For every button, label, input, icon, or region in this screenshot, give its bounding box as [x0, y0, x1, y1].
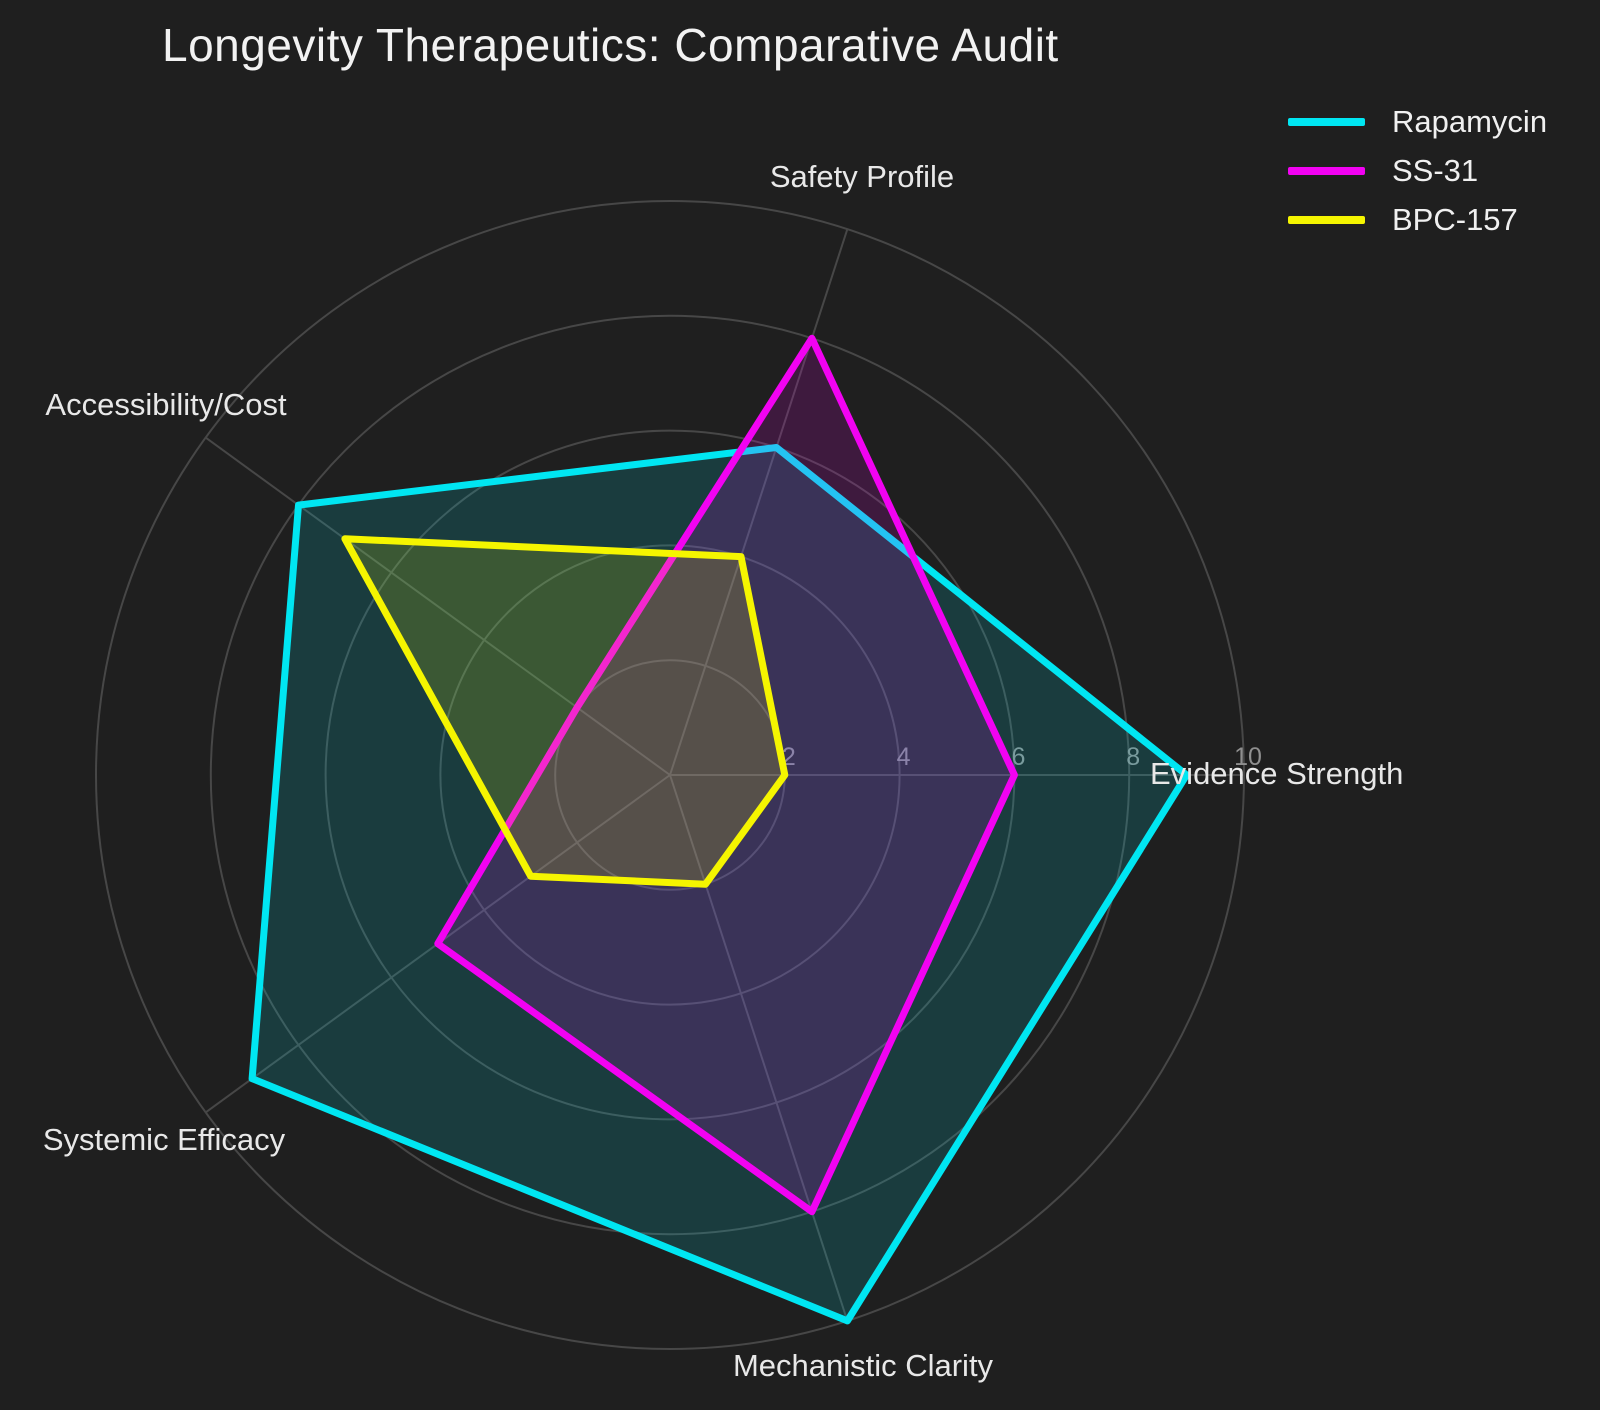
legend-swatch-bpc157: [1288, 215, 1365, 224]
svg-text:4: 4: [897, 743, 911, 771]
axis-label-evidence-strength: Evidence Strength: [1150, 756, 1403, 791]
legend-label-bpc157: BPC-157: [1392, 201, 1518, 237]
svg-text:8: 8: [1126, 743, 1140, 771]
legend-item-rapamycin[interactable]: Rapamycin: [1288, 104, 1547, 139]
axis-label-safety-profile: Safety Profile: [770, 159, 954, 194]
legend-item-bpc157[interactable]: BPC-157: [1288, 202, 1547, 237]
chart-title: Longevity Therapeutics: Comparative Audi…: [162, 19, 1059, 71]
axis-label-systemic-efficacy: Systemic Efficacy: [43, 1122, 286, 1157]
legend: Rapamycin SS-31 BPC-157: [1288, 104, 1547, 237]
legend-label-rapamycin: Rapamycin: [1392, 103, 1548, 139]
legend-item-ss31[interactable]: SS-31: [1288, 153, 1547, 188]
svg-text:6: 6: [1011, 743, 1025, 771]
legend-swatch-ss31: [1288, 166, 1365, 175]
svg-text:10: 10: [1234, 743, 1262, 771]
axis-label-mechanistic-clarity: Mechanistic Clarity: [733, 1348, 994, 1383]
legend-swatch-rapamycin: [1288, 117, 1365, 126]
axis-label-accessibility-cost: Accessibility/Cost: [45, 387, 287, 422]
legend-label-ss31: SS-31: [1392, 152, 1479, 188]
